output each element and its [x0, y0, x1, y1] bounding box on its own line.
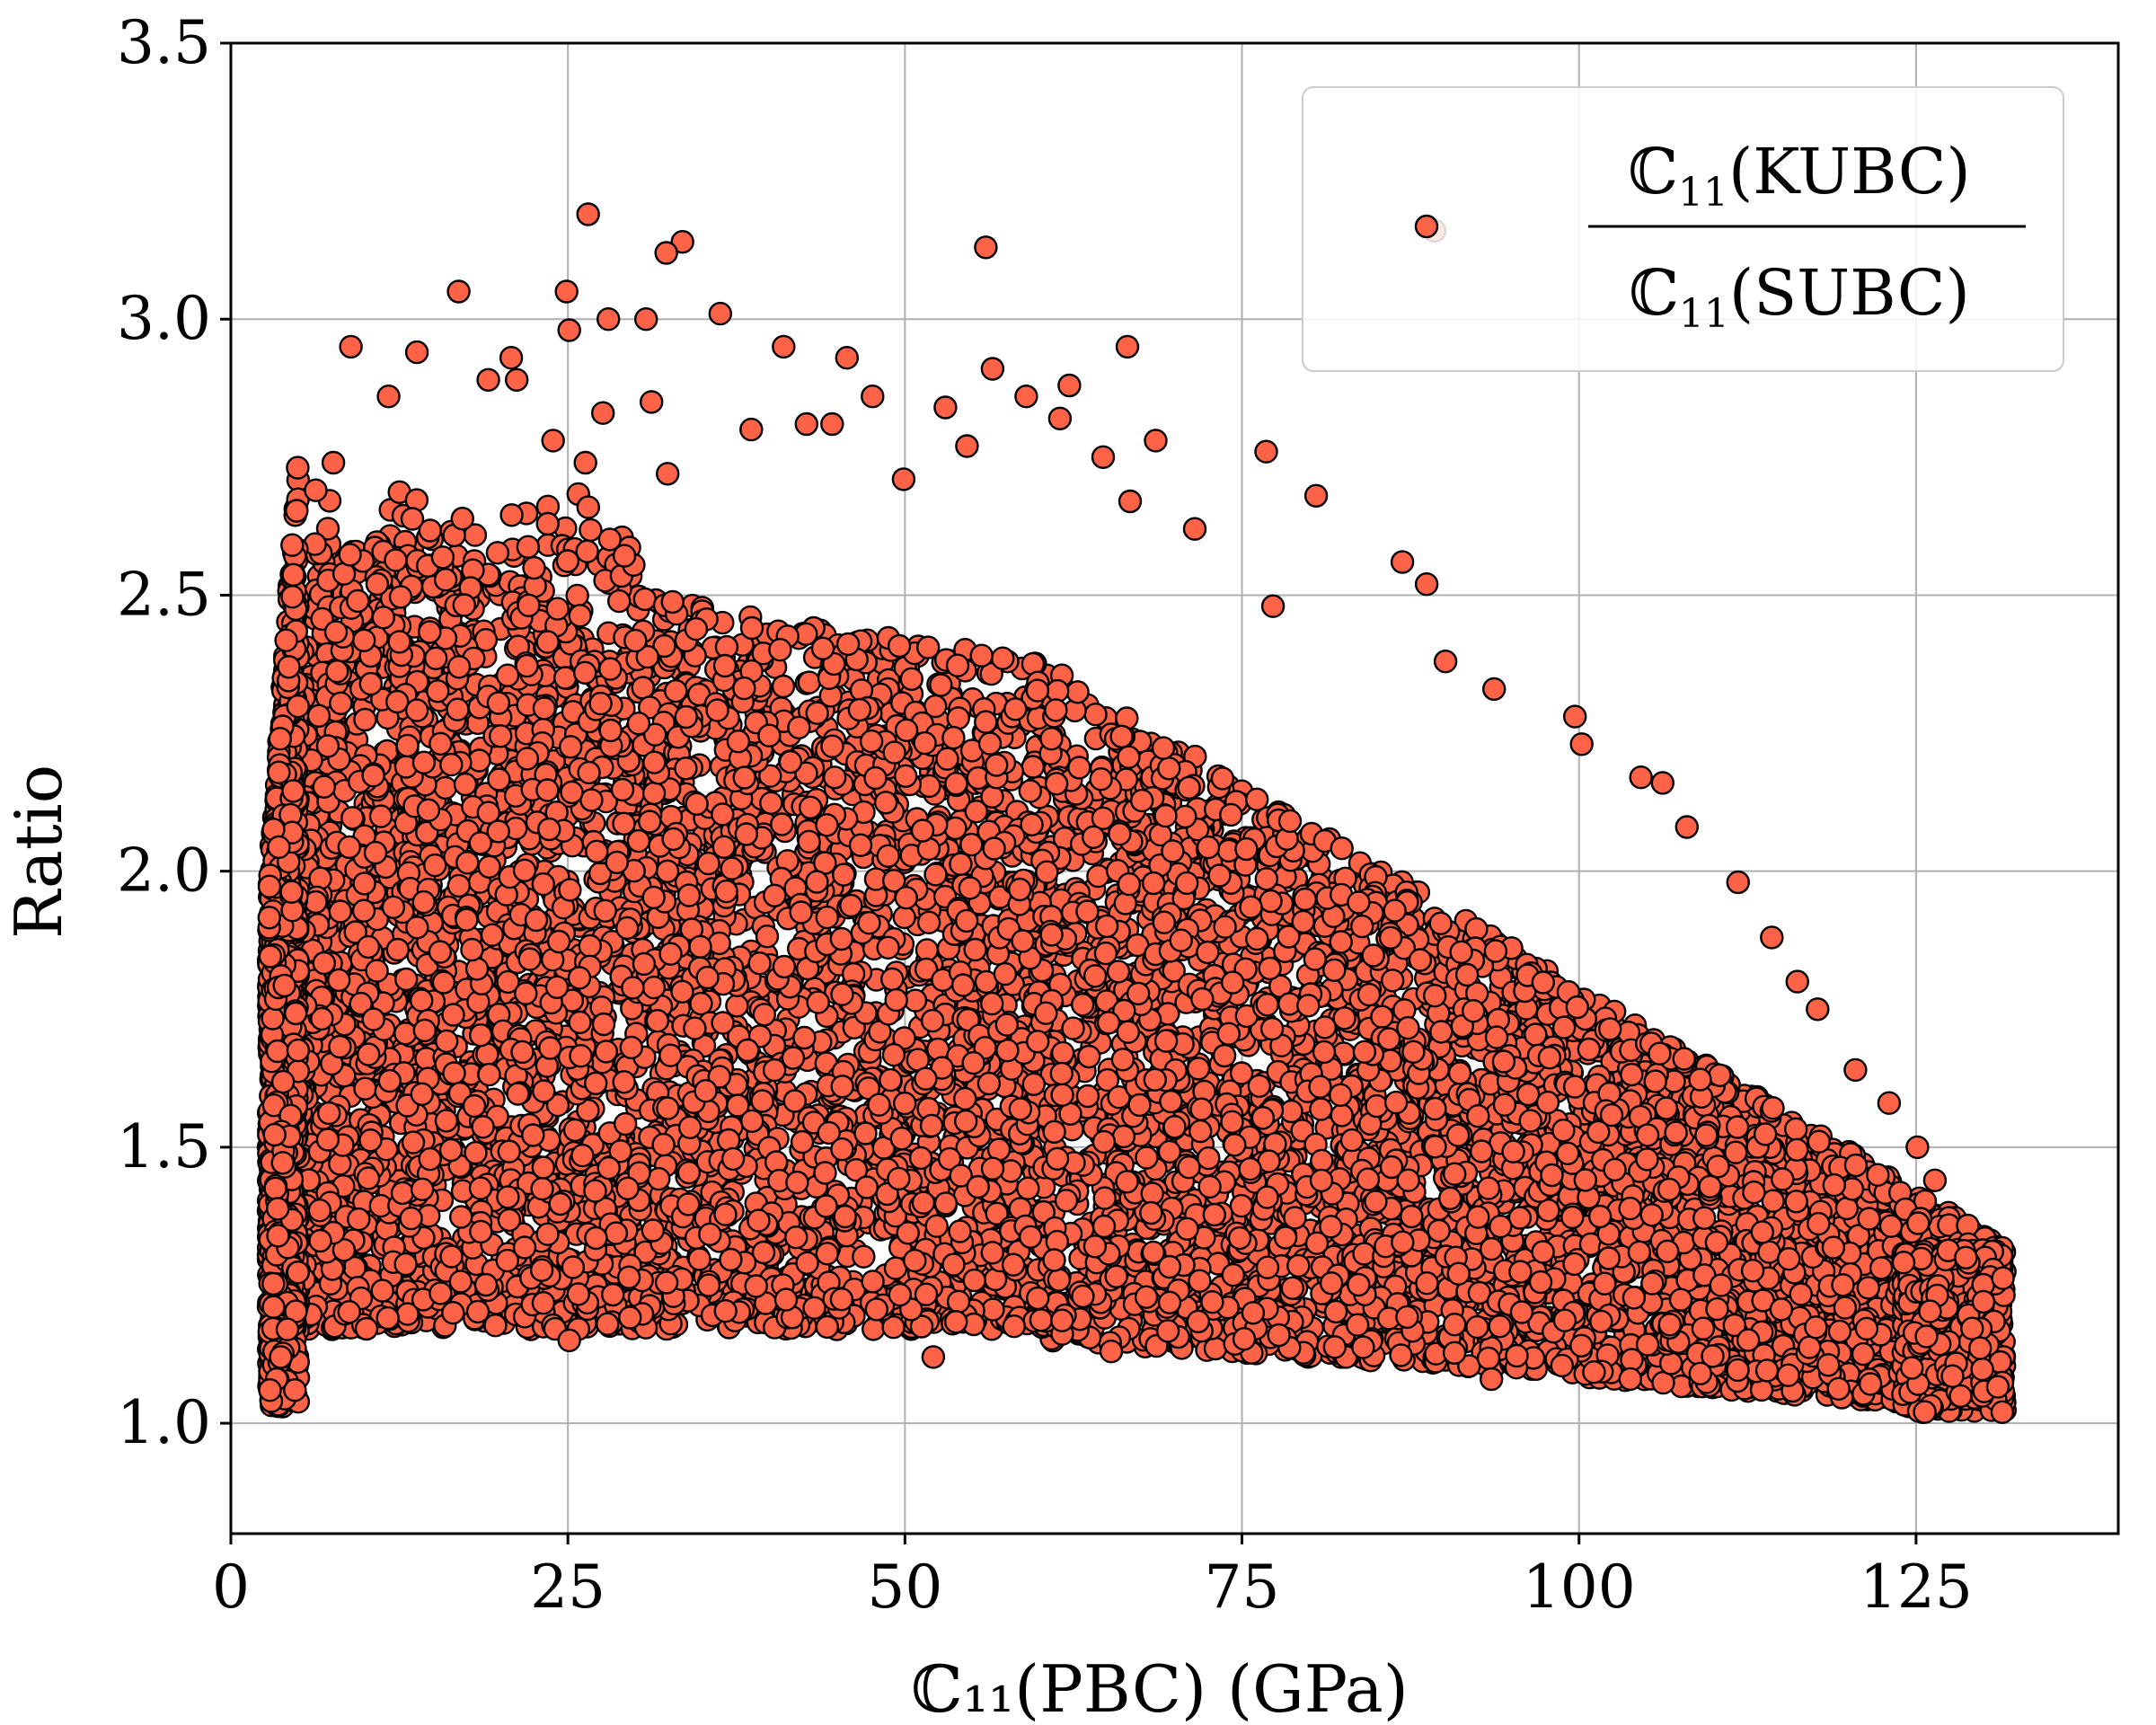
data-point — [929, 673, 953, 697]
data-point — [499, 503, 524, 527]
data-point — [797, 670, 821, 694]
data-point — [632, 587, 657, 612]
data-point — [862, 1317, 886, 1341]
data-point — [433, 775, 457, 801]
data-point — [1086, 863, 1110, 889]
data-points — [256, 202, 2018, 1425]
data-point — [612, 811, 636, 836]
data-point — [1083, 703, 1108, 727]
data-point — [450, 507, 474, 531]
